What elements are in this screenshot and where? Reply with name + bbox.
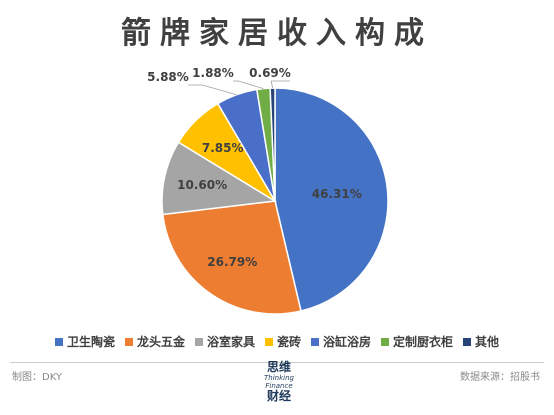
legend-swatch-2 <box>124 337 133 346</box>
logo-cn-top: 思维 <box>266 360 291 374</box>
legend-item-4: 瓷砖 <box>264 333 301 350</box>
data-label-6: 1.88% <box>192 66 234 80</box>
legend-label-6: 定制厨衣柜 <box>393 335 454 349</box>
pie-slice-1 <box>274 87 389 312</box>
legend-item-5: 浴缸浴房 <box>311 333 371 350</box>
logo-en-line1: Thinking <box>264 374 294 382</box>
footer-source: 数据来源：招股书 <box>460 372 540 383</box>
legend-swatch-5 <box>311 337 319 346</box>
legend-swatch-3 <box>194 337 203 346</box>
data-label-5: 5.88% <box>147 70 189 84</box>
data-label-4: 7.85% <box>202 141 244 155</box>
legend-label-7: 其他 <box>475 335 500 349</box>
legend-item-2: 龙头五金 <box>124 333 185 350</box>
legend-item-1: 卫生陶瓷 <box>54 333 115 350</box>
pie-slice-7 <box>269 87 276 202</box>
data-label-2: 26.79% <box>207 255 257 269</box>
leader-line-6 <box>233 80 264 89</box>
legend-swatch-7 <box>463 337 472 346</box>
legend-swatch-1 <box>54 337 63 346</box>
legend-item-3: 浴室家具 <box>194 333 255 350</box>
legend-label-3: 浴室家具 <box>206 335 255 349</box>
chart-title: 箭牌家居收入构成 <box>121 16 433 51</box>
footer-credit: 制图：DKY <box>12 372 63 383</box>
legend-label-5: 浴缸浴房 <box>323 335 372 349</box>
data-label-3: 10.60% <box>177 178 227 192</box>
footer-divider <box>10 362 544 363</box>
brand-logo: 思维 Thinking Finance 财经 <box>252 359 306 413</box>
pie-slice-3 <box>161 141 278 216</box>
legend-swatch-6 <box>381 337 390 346</box>
legend: 卫生陶瓷 龙头五金 浴室家具 瓷砖 浴缸浴房 定制厨衣柜 其他 <box>0 333 554 350</box>
logo-en-line2: Finance <box>265 382 293 390</box>
legend-label-2: 龙头五金 <box>136 335 185 349</box>
logo-cn-bottom: 财经 <box>266 389 291 403</box>
pie-slice-2 <box>161 200 302 315</box>
legend-item-7: 其他 <box>463 333 499 350</box>
leader-line-5 <box>188 84 237 96</box>
data-label-1: 46.31% <box>312 187 362 201</box>
data-label-7: 0.69% <box>249 66 291 80</box>
legend-item-6: 定制厨衣柜 <box>381 333 453 350</box>
legend-swatch-4 <box>264 337 273 346</box>
legend-label-4: 瓷砖 <box>276 335 301 349</box>
leader-line-7 <box>270 80 290 89</box>
legend-label-1: 卫生陶瓷 <box>66 335 115 349</box>
